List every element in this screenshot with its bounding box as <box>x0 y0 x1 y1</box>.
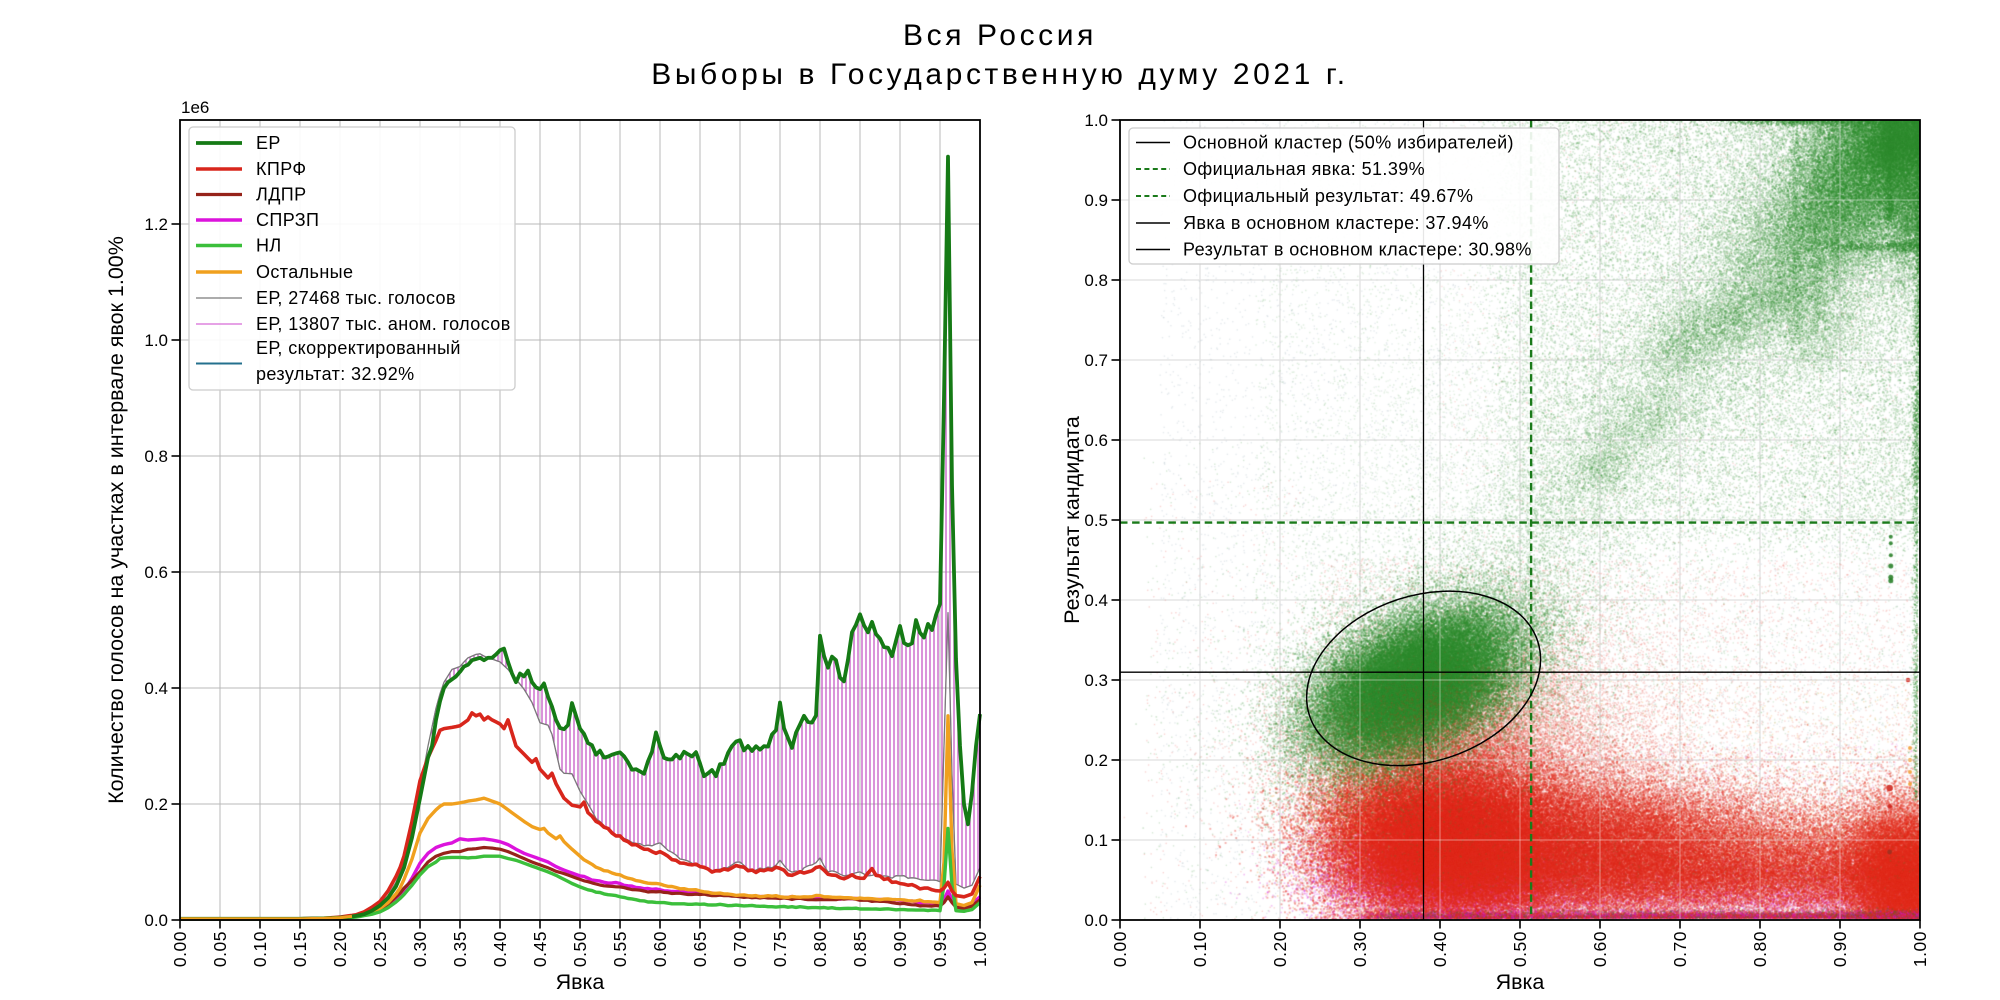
svg-text:0.0: 0.0 <box>144 911 168 930</box>
svg-text:Выборы в Государственную думу: Выборы в Государственную думу 2021 г. <box>651 58 1348 91</box>
svg-text:0.9: 0.9 <box>1084 191 1108 210</box>
svg-text:0.75: 0.75 <box>770 931 790 967</box>
svg-text:0.6: 0.6 <box>1084 431 1108 450</box>
svg-text:КПРФ: КПРФ <box>256 159 307 179</box>
svg-text:0.80: 0.80 <box>810 931 830 967</box>
svg-text:0.05: 0.05 <box>210 931 230 967</box>
svg-text:0.8: 0.8 <box>144 447 168 466</box>
svg-text:Количество голосов на участках: Количество голосов на участках в интерва… <box>104 236 128 804</box>
svg-text:ЛДПР: ЛДПР <box>256 185 307 205</box>
svg-text:0.80: 0.80 <box>1750 931 1770 967</box>
svg-text:0.2: 0.2 <box>144 795 168 814</box>
svg-text:0.6: 0.6 <box>144 563 168 582</box>
svg-text:0.85: 0.85 <box>850 931 870 967</box>
svg-text:Явка: Явка <box>1496 970 1545 994</box>
svg-text:0.10: 0.10 <box>250 931 270 967</box>
svg-text:ЕР, 27468 тыс. голосов: ЕР, 27468 тыс. голосов <box>256 288 456 308</box>
svg-text:0.4: 0.4 <box>144 679 168 698</box>
svg-text:0.90: 0.90 <box>890 931 910 967</box>
svg-text:ЕР, 13807 тыс. аном. голосов: ЕР, 13807 тыс. аном. голосов <box>256 314 511 334</box>
svg-text:0.3: 0.3 <box>1084 671 1108 690</box>
svg-text:Вся Россия: Вся Россия <box>903 19 1097 52</box>
svg-text:0.7: 0.7 <box>1084 351 1108 370</box>
svg-text:0.30: 0.30 <box>1350 931 1370 967</box>
svg-text:ЕР, скорректированный: ЕР, скорректированный <box>256 338 461 358</box>
svg-text:0.10: 0.10 <box>1190 931 1210 967</box>
svg-text:0.00: 0.00 <box>1110 931 1130 967</box>
svg-text:0.20: 0.20 <box>330 931 350 967</box>
svg-text:0.40: 0.40 <box>1430 931 1450 967</box>
svg-text:0.30: 0.30 <box>410 931 430 967</box>
svg-text:0.25: 0.25 <box>370 931 390 967</box>
svg-text:0.20: 0.20 <box>1270 931 1290 967</box>
svg-text:Результат кандидата: Результат кандидата <box>1060 416 1084 624</box>
svg-text:0.35: 0.35 <box>450 931 470 967</box>
svg-text:0.2: 0.2 <box>1084 751 1108 770</box>
svg-text:0.55: 0.55 <box>610 931 630 967</box>
svg-text:0.5: 0.5 <box>1084 511 1108 530</box>
svg-text:0.45: 0.45 <box>530 931 550 967</box>
svg-text:0.4: 0.4 <box>1084 591 1108 610</box>
svg-text:0.95: 0.95 <box>930 931 950 967</box>
svg-text:результат: 32.92%: результат: 32.92% <box>256 364 415 384</box>
svg-text:0.0: 0.0 <box>1084 911 1108 930</box>
svg-text:0.15: 0.15 <box>290 931 310 967</box>
svg-text:0.8: 0.8 <box>1084 271 1108 290</box>
svg-text:Остальные: Остальные <box>256 262 353 282</box>
svg-text:1.00: 1.00 <box>970 931 990 967</box>
svg-text:НЛ: НЛ <box>256 236 282 256</box>
svg-text:1.2: 1.2 <box>144 215 168 234</box>
svg-text:0.60: 0.60 <box>650 931 670 967</box>
svg-text:0.50: 0.50 <box>1510 931 1530 967</box>
svg-text:0.40: 0.40 <box>490 931 510 967</box>
svg-text:0.65: 0.65 <box>690 931 710 967</box>
svg-text:1.0: 1.0 <box>1084 111 1108 130</box>
svg-text:1.0: 1.0 <box>144 331 168 350</box>
svg-text:0.60: 0.60 <box>1590 931 1610 967</box>
svg-text:0.90: 0.90 <box>1830 931 1850 967</box>
svg-text:0.00: 0.00 <box>170 931 190 967</box>
svg-text:0.1: 0.1 <box>1084 831 1108 850</box>
svg-text:1e6: 1e6 <box>181 98 209 117</box>
svg-text:СПРЗП: СПРЗП <box>256 210 319 230</box>
svg-text:1.00: 1.00 <box>1910 931 1930 967</box>
svg-text:ЕР: ЕР <box>256 133 281 153</box>
svg-text:Явка: Явка <box>556 970 605 994</box>
svg-text:0.50: 0.50 <box>570 931 590 967</box>
svg-text:0.70: 0.70 <box>730 931 750 967</box>
svg-text:0.70: 0.70 <box>1670 931 1690 967</box>
